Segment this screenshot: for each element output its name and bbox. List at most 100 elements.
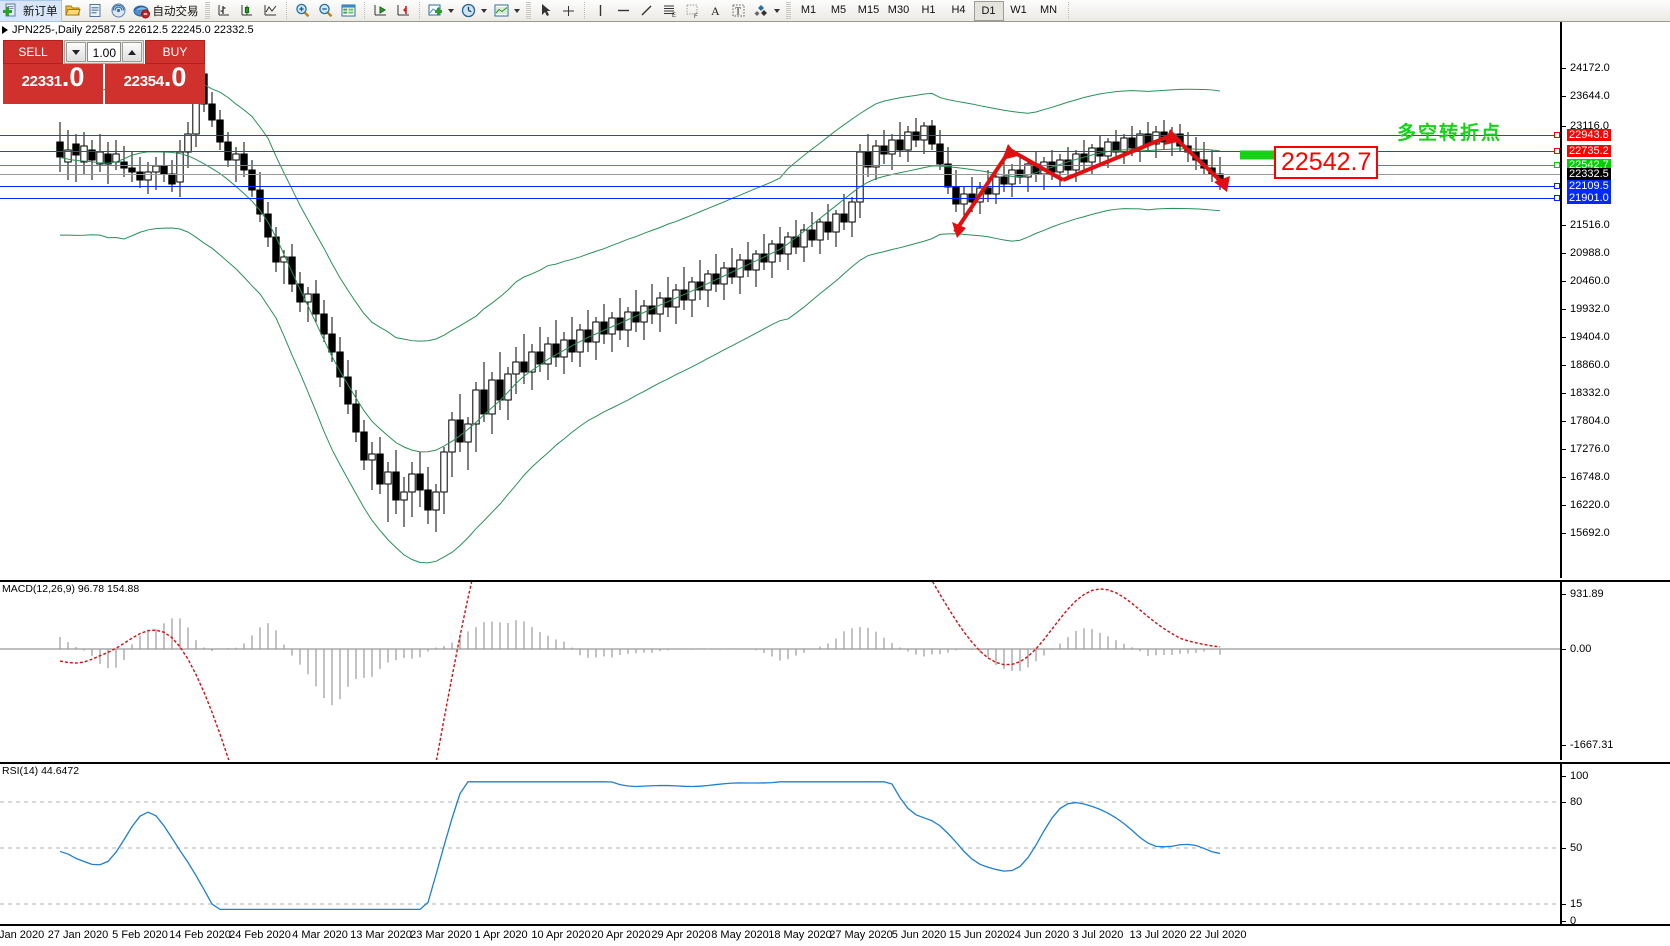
price-level-handle[interactable]	[1554, 183, 1560, 189]
chevron-down-icon[interactable]	[480, 8, 487, 13]
one-click-trading-panel[interactable]: SELL 1.00 BUY 22331 .0 22354 .0	[3, 40, 205, 104]
buy-price[interactable]: 22354 .0	[105, 64, 205, 104]
zoom-out-button[interactable]	[314, 1, 337, 21]
macd-pane[interactable]: MACD(12,26,9) 96.78 154.88 931.89 0.00 -16…	[0, 580, 1670, 760]
candle-body	[864, 151, 872, 168]
price-level-tag-22332.5[interactable]: 22332.5	[1567, 168, 1611, 180]
rsi-label: RSI(14) 44.6472	[2, 765, 80, 777]
rsi-axis[interactable]: 100 80 50 15 0	[1560, 764, 1670, 924]
timeframe-m5[interactable]: M5	[830, 4, 847, 16]
rsi-pane[interactable]: RSI(14) 44.6472 100 80 50 15 0	[0, 762, 1670, 924]
volume-stepper[interactable]: 1.00	[64, 40, 144, 64]
text-icon: A	[707, 2, 724, 19]
new-order-button[interactable]: 新订单	[0, 0, 62, 22]
price-level-tag-22109.5[interactable]: 22109.5	[1567, 180, 1611, 192]
candlestick-chart-button[interactable]	[236, 1, 259, 21]
chevron-down-icon[interactable]	[513, 8, 520, 13]
signal-icon	[110, 2, 127, 19]
price-level-tag-22943.8[interactable]: 22943.8	[1567, 129, 1611, 141]
label-button[interactable]: T	[727, 1, 750, 21]
timeframe-h1[interactable]: H1	[921, 4, 936, 16]
candle-body	[440, 451, 448, 493]
price-level-line-21901.0[interactable]	[0, 198, 1560, 199]
date-tick-label: 5 Jun 2020	[891, 929, 947, 941]
candle-body	[896, 139, 904, 151]
red-arrow-head-1	[1002, 144, 1018, 160]
indicators-icon	[427, 2, 444, 19]
bar-chart-button[interactable]	[213, 1, 236, 21]
vline-button[interactable]	[589, 1, 612, 21]
period-button[interactable]	[457, 1, 490, 21]
price-tick-label: 21516.0	[1570, 219, 1610, 231]
profile-button[interactable]	[84, 1, 107, 21]
buy-price-decimal: .0	[163, 62, 187, 92]
toolbar-grip-2[interactable]	[525, 1, 531, 20]
macd-plot-area[interactable]	[0, 582, 1560, 760]
timeframe-m1[interactable]: M1	[800, 4, 817, 16]
candle-body	[232, 153, 240, 161]
timeframe-w1[interactable]: W1	[1010, 4, 1027, 16]
chevron-down-icon[interactable]	[447, 8, 454, 13]
timeframe-m15[interactable]: M15	[857, 4, 880, 16]
price-chart-pane[interactable]: 多空转折点 22542.7 24172.0 23644.0 23116.0 21516…	[0, 22, 1670, 578]
auto-trading-button[interactable]: 自动交易	[130, 1, 202, 21]
sell-price[interactable]: 22331 .0	[3, 64, 103, 104]
text-button[interactable]: A	[704, 1, 727, 21]
timeframe-h4[interactable]: H4	[951, 4, 966, 16]
volume-input[interactable]: 1.00	[87, 42, 121, 62]
price-level-handle[interactable]	[1554, 132, 1560, 138]
zoom-in-button[interactable]	[291, 1, 314, 21]
templates-button[interactable]	[490, 1, 523, 21]
price-level-line-22943.8[interactable]	[0, 135, 1560, 136]
volume-down-button[interactable]	[66, 42, 86, 62]
macd-axis[interactable]: 931.89 0.00 -1667.31	[1560, 582, 1670, 760]
indicators-button[interactable]	[424, 1, 457, 21]
shift-start-button[interactable]	[392, 1, 415, 21]
chevron-down-icon[interactable]	[773, 8, 780, 13]
price-plot-area[interactable]: 多空转折点 22542.7	[0, 22, 1560, 578]
candle-body	[832, 213, 840, 233]
auto-trading-label: 自动交易	[152, 5, 199, 18]
trendline-button[interactable]	[635, 1, 658, 21]
folder-button[interactable]	[61, 1, 84, 21]
price-level-handle[interactable]	[1554, 195, 1560, 201]
sell-button[interactable]: SELL	[3, 40, 63, 64]
candle-body	[432, 491, 440, 511]
shapes-button[interactable]	[750, 1, 783, 21]
price-level-tag-21901.0[interactable]: 21901.0	[1567, 192, 1611, 204]
timeframe-d1[interactable]: D1	[973, 0, 1004, 21]
price-level-line-22542.7[interactable]	[0, 165, 1560, 166]
price-level-line-22332.5[interactable]	[0, 174, 1560, 175]
expand-arrow-icon[interactable]	[2, 25, 8, 34]
line-chart-button[interactable]	[259, 1, 282, 21]
fibonacci-button[interactable]: E	[658, 1, 681, 21]
shift-end-button[interactable]	[369, 1, 392, 21]
price-level-line-22735.2[interactable]	[0, 151, 1560, 152]
candlestick-chart-icon	[239, 2, 256, 19]
timeframe-m30[interactable]: M30	[887, 4, 910, 16]
candle-body	[240, 153, 248, 171]
channel-button[interactable]: F	[681, 1, 704, 21]
auto-trading-icon	[133, 2, 150, 19]
candle-body	[1152, 131, 1160, 145]
vline-icon	[592, 2, 609, 19]
price-level-tag-22735.2[interactable]: 22735.2	[1567, 145, 1611, 157]
toolbar-grip-3[interactable]	[785, 1, 791, 20]
toolbar-grip[interactable]	[204, 1, 210, 20]
volume-up-button[interactable]	[122, 42, 142, 62]
candle-body	[472, 389, 480, 425]
timeframe-mn[interactable]: MN	[1039, 4, 1058, 16]
rsi-plot-area[interactable]	[0, 764, 1560, 924]
buy-button[interactable]: BUY	[145, 40, 205, 64]
price-axis[interactable]: 24172.0 23644.0 23116.0 21516.0 20988.0 20460…	[1554, 22, 1670, 578]
hline-button[interactable]	[612, 1, 635, 21]
cursor-button[interactable]	[534, 1, 557, 21]
price-level-line-22109.5[interactable]	[0, 186, 1560, 187]
candle-body	[536, 351, 544, 365]
price-level-handle[interactable]	[1554, 148, 1560, 154]
crosshair-button[interactable]	[557, 1, 580, 21]
data-window-button[interactable]	[337, 1, 360, 21]
signal-button[interactable]	[107, 1, 130, 21]
price-level-handle[interactable]	[1554, 162, 1560, 168]
